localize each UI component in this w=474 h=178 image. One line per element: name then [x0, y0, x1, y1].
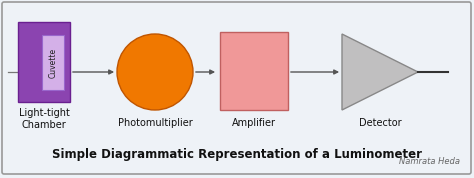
Bar	[18, 22, 70, 102]
Text: Photomultiplier: Photomultiplier	[118, 118, 192, 128]
Text: Cuvette: Cuvette	[48, 48, 57, 78]
Text: Namrata Heda: Namrata Heda	[399, 157, 460, 166]
Ellipse shape	[117, 34, 193, 110]
Text: Light-tight
Chamber: Light-tight Chamber	[18, 108, 69, 130]
Text: Amplifier: Amplifier	[232, 118, 276, 128]
Bar	[220, 32, 288, 110]
Text: Detector: Detector	[359, 118, 401, 128]
FancyBboxPatch shape	[2, 2, 471, 174]
Polygon shape	[342, 34, 418, 110]
Bar	[42, 35, 64, 90]
Text: Simple Diagrammatic Representation of a Luminometer: Simple Diagrammatic Representation of a …	[52, 148, 422, 161]
